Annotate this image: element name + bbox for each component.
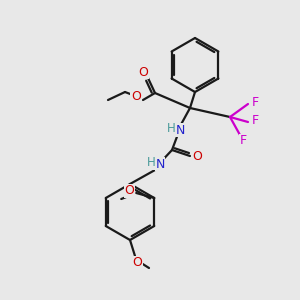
Text: O: O: [132, 256, 142, 269]
Text: O: O: [131, 91, 141, 103]
Text: O: O: [124, 184, 134, 197]
Text: H: H: [167, 122, 176, 136]
Text: F: F: [251, 97, 259, 110]
Text: N: N: [175, 124, 185, 136]
Text: F: F: [251, 115, 259, 128]
Text: F: F: [239, 134, 247, 148]
Text: O: O: [192, 151, 202, 164]
Text: O: O: [138, 65, 148, 79]
Text: H: H: [147, 157, 155, 169]
Text: N: N: [155, 158, 165, 170]
